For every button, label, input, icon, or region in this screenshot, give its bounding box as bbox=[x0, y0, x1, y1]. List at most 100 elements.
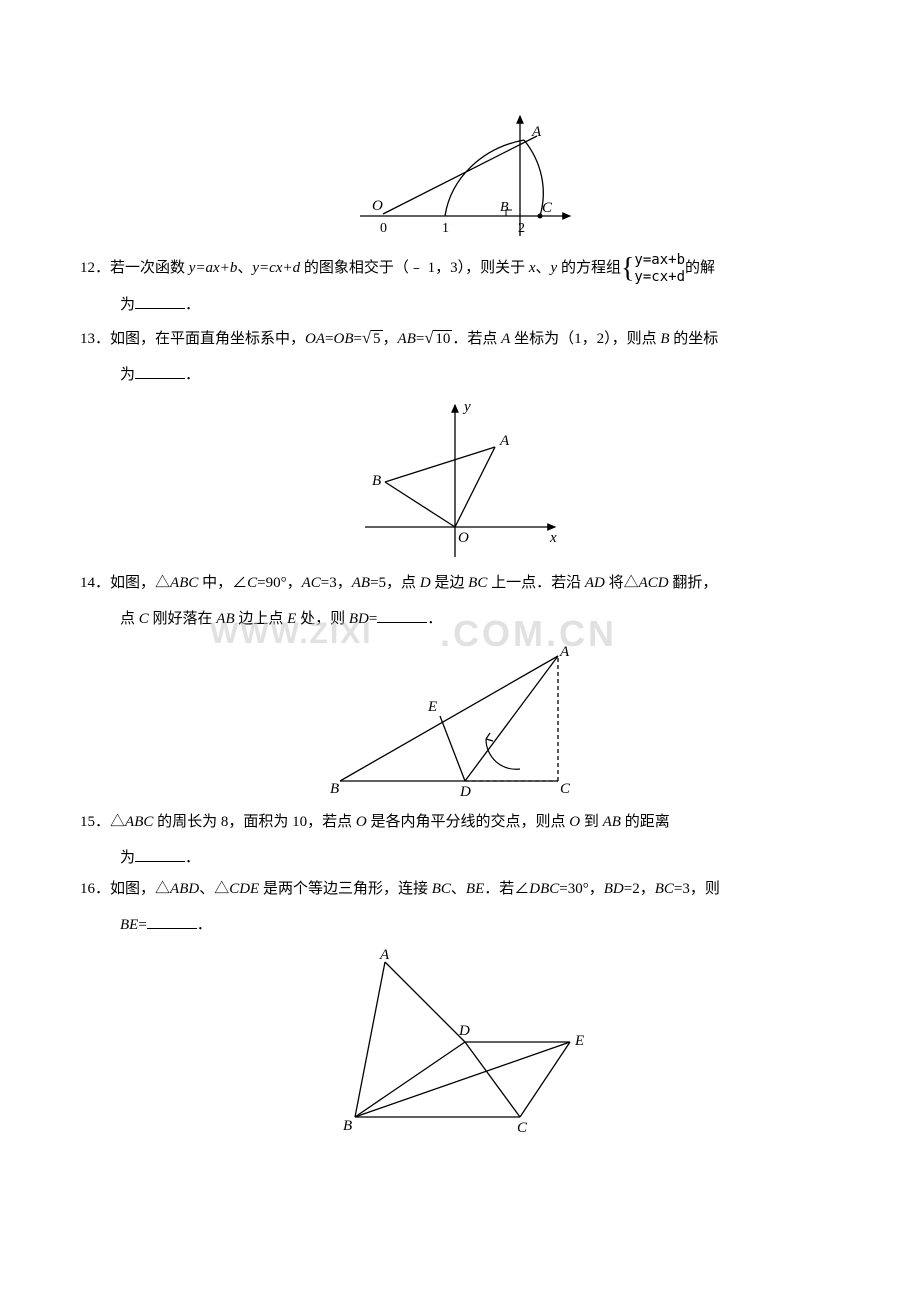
q14-t3: =90°， bbox=[257, 575, 301, 591]
q12-line1: y=ax+b bbox=[634, 252, 685, 269]
q16-bc: BC bbox=[432, 881, 451, 897]
q14-ad: AD bbox=[585, 575, 605, 591]
q16-sep1: 、△ bbox=[199, 881, 229, 897]
q16-t2: 是两个等边三角形，连接 bbox=[259, 881, 432, 897]
svg-text:B: B bbox=[372, 473, 381, 489]
q13-t4: 的坐标 bbox=[670, 331, 719, 347]
svg-text:B: B bbox=[343, 1118, 352, 1134]
figure-1: O 0 1 2 A B C bbox=[80, 106, 840, 246]
q13-t1: 如图，在平面直角坐标系中， bbox=[110, 331, 305, 347]
svg-text:O: O bbox=[458, 530, 469, 546]
q14-t2: 中，∠ bbox=[198, 575, 247, 591]
svg-text:C: C bbox=[560, 781, 571, 797]
figure-4: A B C D E bbox=[80, 947, 840, 1137]
q14-t7: 上一点．若沿 bbox=[487, 575, 585, 591]
q16-t5: =2， bbox=[624, 881, 655, 897]
q14-t9: 翻折， bbox=[669, 575, 718, 591]
svg-text:D: D bbox=[459, 784, 471, 800]
question-14: 14．如图，△ABC 中，∠C=90°，AC=3，AB=5，点 D 是边 BC … bbox=[80, 568, 840, 600]
q15-t2: 的周长为 8，面积为 10，若点 bbox=[153, 814, 356, 830]
q15-O: O bbox=[356, 814, 367, 830]
q14-C2: C bbox=[139, 611, 149, 627]
q16-bd: BD bbox=[604, 881, 624, 897]
q13-t2: ．若点 bbox=[452, 331, 501, 347]
question-14-cont: 点 C 刚好落在 AB 边上点 E 处，则 BD=． bbox=[80, 604, 840, 636]
svg-text:A: A bbox=[379, 947, 390, 963]
question-12: 12．若一次函数 y=ax+b、y=cx+d 的图象相交于（﹣ 1，3），则关于… bbox=[80, 252, 840, 286]
q16-dbc: DBC bbox=[529, 881, 559, 897]
q14-t11: 刚好落在 bbox=[149, 611, 217, 627]
svg-text:x: x bbox=[549, 530, 557, 546]
q14-t8: 将△ bbox=[605, 575, 639, 591]
q13-t5: 为 bbox=[120, 367, 135, 383]
q15-ab: AB bbox=[603, 814, 621, 830]
q15-period: ． bbox=[185, 850, 200, 866]
page: O 0 1 2 A B C 12．若一次函数 y=ax+b、y=cx+d 的图象… bbox=[80, 106, 840, 1137]
q15-abc: ABC bbox=[125, 814, 153, 830]
q15-t4: 到 bbox=[580, 814, 603, 830]
q12-x: x bbox=[529, 260, 536, 276]
q13-ab: AB bbox=[398, 331, 416, 347]
q14-num: 14． bbox=[80, 575, 110, 591]
q14-t1: 如图，△ bbox=[110, 575, 170, 591]
q15-t3: 是各内角平分线的交点，则点 bbox=[367, 814, 570, 830]
sqrt-5: 5 bbox=[362, 321, 383, 356]
q14-t12: 边上点 bbox=[235, 611, 288, 627]
svg-text:C: C bbox=[517, 1120, 528, 1136]
question-15-cont: 为． bbox=[80, 843, 840, 875]
q15-t5: 的距离 bbox=[621, 814, 670, 830]
q12-line2: y=cx+d bbox=[634, 269, 685, 286]
svg-text:A: A bbox=[531, 124, 542, 140]
q16-t7: = bbox=[138, 917, 146, 933]
q13-t3: 坐标为（1，2），则点 bbox=[510, 331, 660, 347]
q13-period: ． bbox=[185, 367, 200, 383]
q16-t6: =3，则 bbox=[674, 881, 720, 897]
svg-text:E: E bbox=[574, 1033, 584, 1049]
q12-t1: 若一次函数 bbox=[110, 260, 189, 276]
blank-fill[interactable] bbox=[377, 608, 427, 623]
q12-t3: 的方程组 bbox=[557, 260, 621, 276]
question-16: 16．如图，△ABD、△CDE 是两个等边三角形，连接 BC、BE．若∠DBC=… bbox=[80, 874, 840, 906]
svg-text:A: A bbox=[559, 644, 570, 660]
blank-fill[interactable] bbox=[147, 914, 197, 929]
blank-fill[interactable] bbox=[135, 847, 185, 862]
q13-eq2: = bbox=[354, 331, 362, 347]
q16-t1: 如图，△ bbox=[110, 881, 170, 897]
q13-eq3: = bbox=[416, 331, 424, 347]
q14-bd: BD bbox=[349, 611, 369, 627]
q14-t14: = bbox=[369, 611, 377, 627]
svg-text:C: C bbox=[542, 200, 553, 216]
question-13-cont: 为． bbox=[80, 360, 840, 392]
q13-oa: OA bbox=[305, 331, 325, 347]
q16-abd: ABD bbox=[170, 881, 199, 897]
svg-text:y: y bbox=[462, 399, 471, 415]
q12-eq2: y=cx+d bbox=[252, 260, 300, 276]
svg-text:O: O bbox=[372, 198, 383, 214]
sqrt-10: 10 bbox=[424, 321, 452, 356]
q13-ob: OB bbox=[334, 331, 354, 347]
q12-sep1: 、 bbox=[237, 260, 252, 276]
q12-t5: 为 bbox=[120, 297, 135, 313]
q12-period: ． bbox=[185, 297, 200, 313]
brace-left-icon: { bbox=[621, 255, 634, 283]
q14-E: E bbox=[287, 611, 296, 627]
question-16-cont: BE=． bbox=[80, 910, 840, 942]
figure-3: A B C D E bbox=[80, 641, 840, 801]
q12-num: 12． bbox=[80, 260, 110, 276]
q15-t1: △ bbox=[110, 814, 125, 830]
q16-be: BE bbox=[466, 881, 484, 897]
q15-O2: O bbox=[569, 814, 580, 830]
q13-B: B bbox=[660, 331, 669, 347]
question-15: 15．△ABC 的周长为 8，面积为 10，若点 O 是各内角平分线的交点，则点… bbox=[80, 807, 840, 839]
svg-text:1: 1 bbox=[442, 221, 449, 236]
blank-fill[interactable] bbox=[135, 364, 185, 379]
blank-fill[interactable] bbox=[135, 294, 185, 309]
q14-ab: AB bbox=[352, 575, 370, 591]
q14-t10: 点 bbox=[120, 611, 139, 627]
q12-eq1: y=ax+b bbox=[189, 260, 238, 276]
q16-num: 16． bbox=[80, 881, 110, 897]
q15-num: 15． bbox=[80, 814, 110, 830]
svg-text:E: E bbox=[427, 699, 437, 715]
q13-num: 13． bbox=[80, 331, 110, 347]
svg-text:0: 0 bbox=[380, 221, 387, 236]
